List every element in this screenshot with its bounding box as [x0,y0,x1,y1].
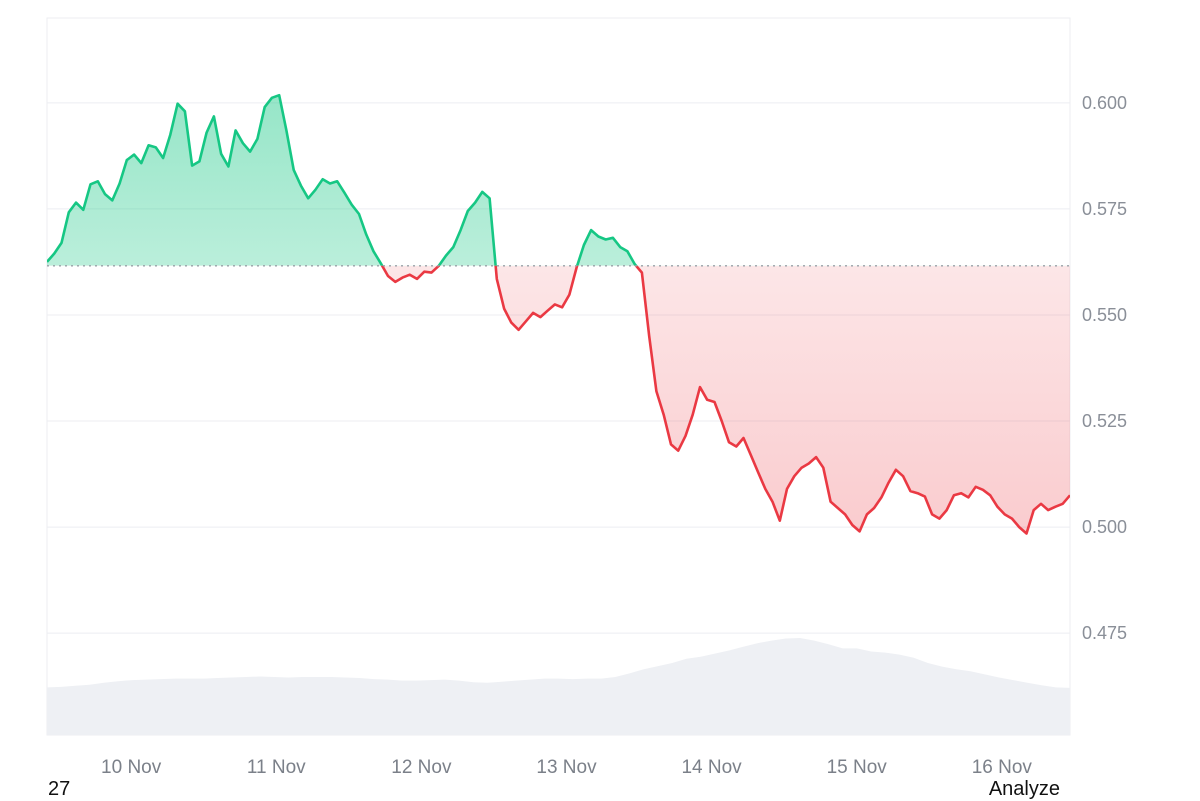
area-above-baseline [47,95,637,266]
y-axis-ticks: 0.475 0.500 0.525 0.550 0.575 0.600 [1082,93,1127,643]
x-tick-label: 14 Nov [681,757,742,778]
x-tick-label: 11 Nov [247,757,306,778]
x-tick-label: 12 Nov [391,757,452,778]
area-below-baseline [47,265,1070,534]
y-tick-label: 0.600 [1082,93,1127,113]
x-axis-ticks: 10 Nov 11 Nov 12 Nov 13 Nov 14 Nov 15 Nov 16 N… [101,757,1032,778]
x-tick-label: 15 Nov [827,757,888,778]
price-line-down [380,265,1070,535]
price-line-up [47,93,638,266]
x-tick-label: 13 Nov [536,757,597,778]
analyze-link[interactable]: Analyze [988,778,1060,800]
volume-layer [47,638,1070,735]
y-tick-label: 0.500 [1082,517,1127,537]
y-tick-label: 0.525 [1082,411,1127,431]
y-tick-label: 0.550 [1082,305,1127,325]
y-tick-label: 0.475 [1082,623,1127,643]
y-tick-label: 0.575 [1082,199,1127,219]
x-tick-label: 16 Nov [972,757,1033,778]
footer-left-label: 27 [48,778,71,800]
x-tick-label: 10 Nov [101,757,162,778]
area-layer [47,95,1070,534]
line-layer [47,93,1070,535]
volume-area [47,638,1070,735]
